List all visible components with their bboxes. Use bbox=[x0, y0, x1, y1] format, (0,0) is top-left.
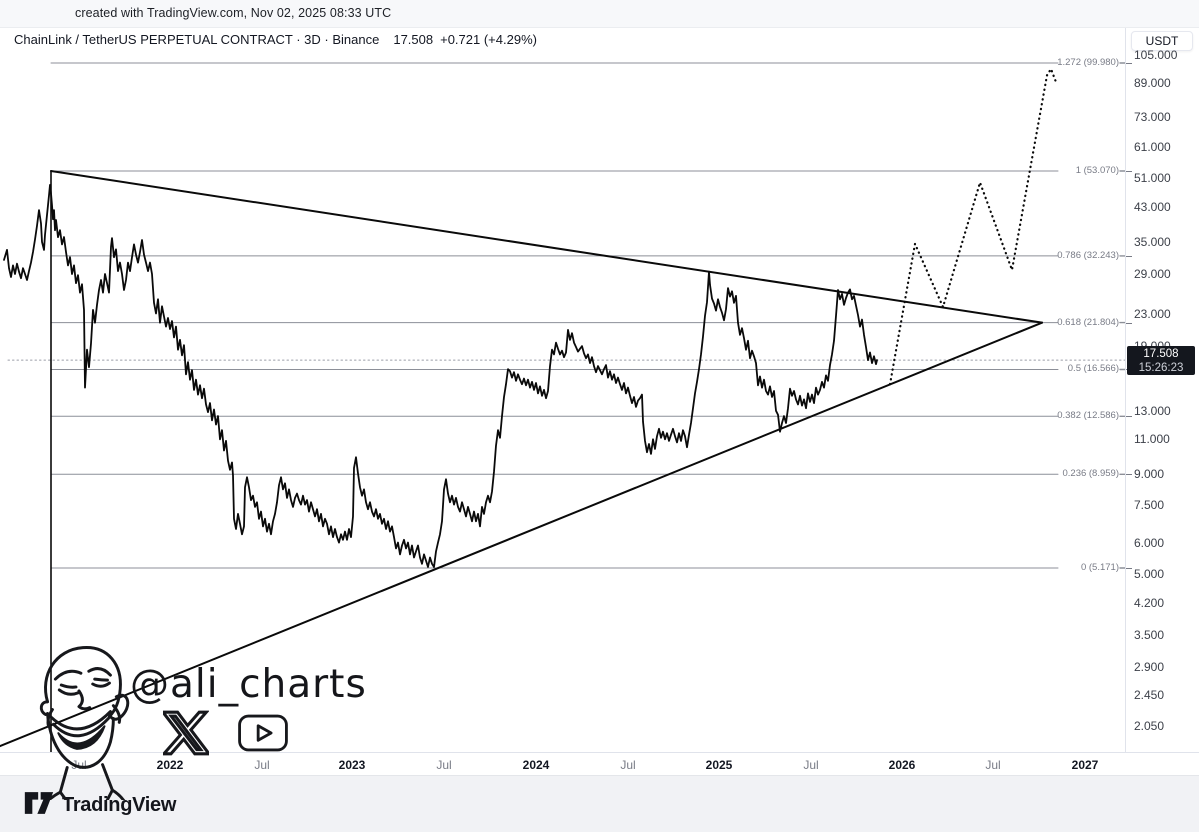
time-axis-month-tick: Jul bbox=[803, 758, 819, 772]
top-strip: created with TradingView.com, Nov 02, 20… bbox=[0, 0, 1199, 28]
price-axis-tick: 23.000 bbox=[1134, 306, 1171, 321]
bar-countdown: 15:26:23 bbox=[1138, 362, 1184, 375]
price-axis-tick: 105.000 bbox=[1134, 47, 1178, 62]
fib-level-label: 0.5 (16.566) bbox=[1067, 363, 1119, 375]
price-axis-tick: 3.500 bbox=[1134, 627, 1165, 642]
time-axis-year-tick: 2026 bbox=[888, 758, 916, 772]
time-axis-year-tick: 2025 bbox=[705, 758, 733, 772]
price-axis-tick: 5.000 bbox=[1134, 566, 1165, 581]
fib-level-label: 0.236 (8.959) bbox=[1062, 468, 1119, 480]
time-axis-year-tick: 2024 bbox=[522, 758, 550, 772]
price-axis-tick: 4.200 bbox=[1134, 596, 1165, 611]
price-axis-tick: 35.000 bbox=[1134, 234, 1171, 249]
fib-level-label: 0.618 (21.804) bbox=[1057, 316, 1119, 328]
price-axis-tick: 89.000 bbox=[1134, 75, 1171, 90]
time-axis-year-tick: 2023 bbox=[338, 758, 366, 772]
currency-toggle-button[interactable]: USDT bbox=[1131, 31, 1193, 51]
price-axis-tick: 2.050 bbox=[1134, 718, 1165, 733]
time-axis-month-tick: Jul bbox=[985, 758, 1001, 772]
price-change-value: +0.721 (+4.29%) bbox=[440, 32, 537, 47]
fib-axis-tick bbox=[1126, 62, 1132, 64]
time-axis-year-tick: 2022 bbox=[156, 758, 184, 772]
price-axis-tick: 9.000 bbox=[1134, 466, 1165, 481]
fib-level-label: 1.272 (99.980) bbox=[1057, 56, 1119, 68]
price-axis-tick: 7.500 bbox=[1134, 497, 1165, 512]
price-axis-tick: 51.000 bbox=[1134, 170, 1171, 185]
time-axis-month-tick: Jul bbox=[436, 758, 452, 772]
time-axis-month-tick: Jul bbox=[71, 758, 87, 772]
footer-strip: TradingView bbox=[0, 775, 1199, 832]
time-axis-month-tick: Jul bbox=[620, 758, 636, 772]
fib-axis-tick bbox=[1126, 474, 1132, 476]
fib-level-label: 1 (53.070) bbox=[1075, 164, 1119, 176]
tradingview-mark-icon bbox=[24, 790, 54, 821]
fib-level-label: 0.786 (32.243) bbox=[1057, 249, 1119, 261]
tradingview-wordmark: TradingView bbox=[62, 794, 177, 816]
price-axis-tick: 43.000 bbox=[1134, 199, 1171, 214]
price-axis-tick: 73.000 bbox=[1134, 109, 1171, 124]
price-axis-tick: 61.000 bbox=[1134, 140, 1171, 155]
price-axis[interactable]: USDT 105.000 89.000 73.000 61.000 51.000 43.0… bbox=[1125, 28, 1199, 775]
price-axis-tick: 6.000 bbox=[1134, 535, 1165, 550]
last-price-value: 17.508 bbox=[393, 32, 434, 47]
time-axis[interactable]: Jul 2022 Jul 2023 Jul 2024 Jul 2025 Jul 2026 Jul 20… bbox=[0, 752, 1199, 775]
last-price-badge[interactable]: 17.508 15:26:23 bbox=[1127, 346, 1195, 376]
created-with-note: created with TradingView.com, Nov 02, 20… bbox=[75, 6, 392, 20]
symbol-title: ChainLink / TetherUS PERPETUAL CONTRACT … bbox=[14, 32, 380, 47]
time-axis-year-tick: 2027 bbox=[1071, 758, 1099, 772]
price-axis-tick: 13.000 bbox=[1134, 403, 1171, 418]
time-axis-month-tick: Jul bbox=[254, 758, 270, 772]
price-chart-pane[interactable] bbox=[0, 28, 1125, 752]
price-axis-tick: 29.000 bbox=[1134, 267, 1171, 281]
tradingview-logo[interactable]: TradingView bbox=[24, 790, 176, 821]
fib-axis-tick bbox=[1126, 568, 1132, 569]
price-axis-tick: 2.450 bbox=[1134, 688, 1165, 703]
fib-axis-tick bbox=[1126, 416, 1132, 418]
badge-price: 17.508 bbox=[1143, 348, 1179, 361]
symbol-legend[interactable]: ChainLink / TetherUS PERPETUAL CONTRACT … bbox=[14, 32, 537, 47]
price-axis-tick: 11.000 bbox=[1134, 432, 1170, 447]
fib-level-label: 0 (5.171) bbox=[1080, 562, 1119, 573]
fib-level-label: 0.382 (12.586) bbox=[1057, 410, 1119, 422]
fib-axis-tick bbox=[1126, 322, 1132, 324]
fib-axis-tick bbox=[1126, 255, 1132, 257]
price-axis-tick: 2.900 bbox=[1134, 659, 1165, 674]
fib-axis-tick bbox=[1126, 170, 1132, 172]
